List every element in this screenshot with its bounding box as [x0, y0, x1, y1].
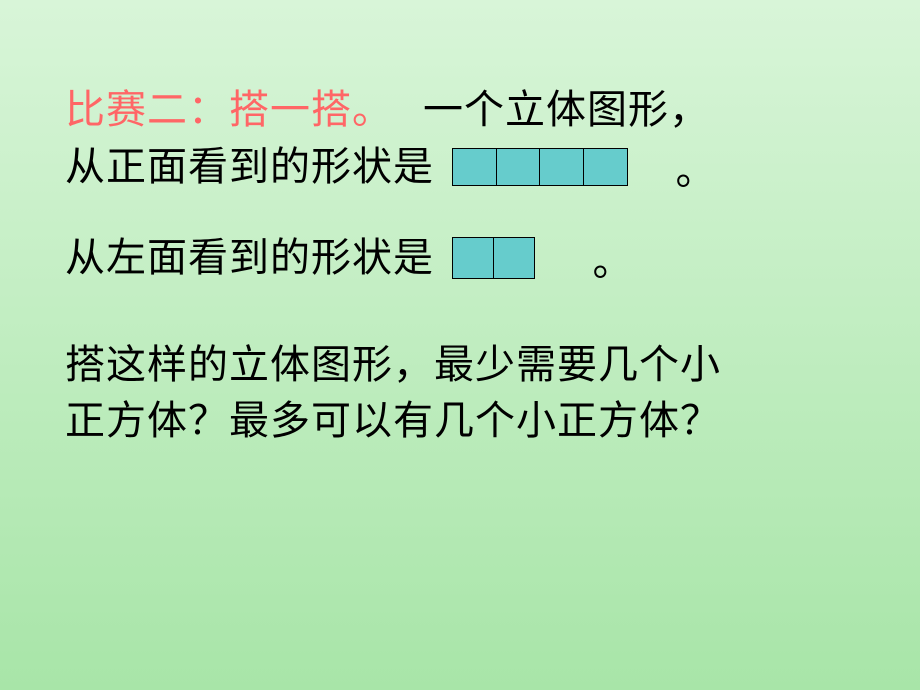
left-view-shape — [452, 237, 535, 279]
square-cell — [583, 148, 628, 186]
square-cell — [493, 237, 535, 279]
line3-prefix: 从左面看到的形状是 — [65, 230, 434, 286]
line-3: 从左面看到的形状是 。 — [65, 229, 855, 287]
front-view-shape — [452, 148, 628, 186]
question-block: 搭这样的立体图形，最少需要几个小 正方体？最多可以有几个小正方体？ — [65, 337, 855, 449]
line2-prefix: 从正面看到的形状是 — [65, 139, 434, 195]
question-line-b: 正方体？最多可以有几个小正方体？ — [65, 393, 855, 449]
square-cell — [452, 148, 497, 186]
line-1: 比赛二：搭一搭。 一个立体图形， — [65, 82, 855, 138]
square-cell — [496, 148, 541, 186]
line1-text: 一个立体图形， — [423, 82, 710, 138]
square-cell — [452, 237, 494, 279]
line3-period: 。 — [593, 229, 633, 287]
question-line-a: 搭这样的立体图形，最少需要几个小 — [65, 337, 855, 393]
highlight-text: 比赛二：搭一搭。 — [65, 82, 393, 138]
square-cell — [539, 148, 584, 186]
line2-period: 。 — [676, 138, 716, 196]
line-2: 从正面看到的形状是 。 — [65, 138, 855, 196]
